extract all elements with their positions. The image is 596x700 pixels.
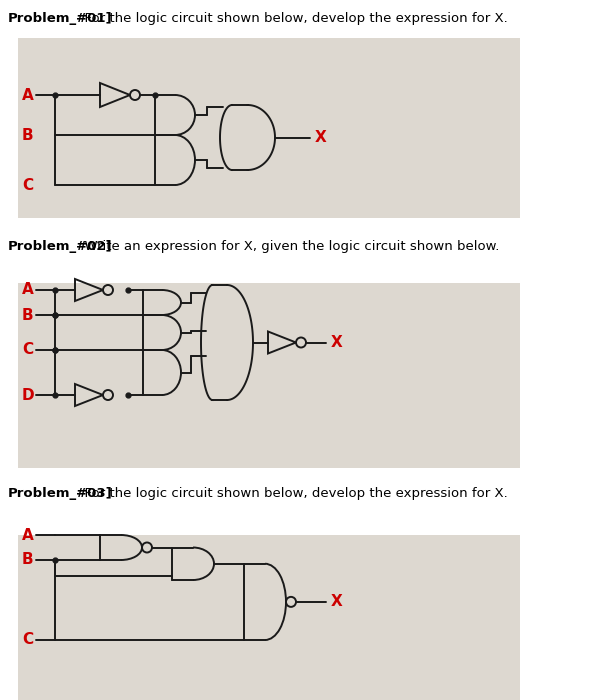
FancyBboxPatch shape [18, 535, 520, 700]
Text: Write an expression for X, given the logic circuit shown below.: Write an expression for X, given the log… [76, 240, 499, 253]
Text: Problem_#01]: Problem_#01] [8, 12, 113, 25]
Text: For the logic circuit shown below, develop the expression for X.: For the logic circuit shown below, devel… [76, 487, 508, 500]
Text: X: X [331, 335, 343, 350]
Text: X: X [315, 130, 327, 145]
Text: C: C [22, 633, 33, 648]
Text: D: D [22, 388, 35, 402]
Text: A: A [22, 528, 34, 542]
Text: A: A [22, 283, 34, 298]
Text: B: B [22, 552, 33, 568]
Text: For the logic circuit shown below, develop the expression for X.: For the logic circuit shown below, devel… [76, 12, 508, 25]
Text: X: X [331, 594, 343, 610]
Text: Problem_#03]: Problem_#03] [8, 487, 113, 500]
FancyBboxPatch shape [18, 283, 520, 468]
Text: A: A [22, 88, 34, 102]
Text: B: B [22, 307, 33, 323]
Text: B: B [22, 127, 33, 143]
Text: Problem_#02]: Problem_#02] [8, 240, 113, 253]
FancyBboxPatch shape [18, 38, 520, 218]
Text: C: C [22, 342, 33, 358]
Text: C: C [22, 178, 33, 193]
